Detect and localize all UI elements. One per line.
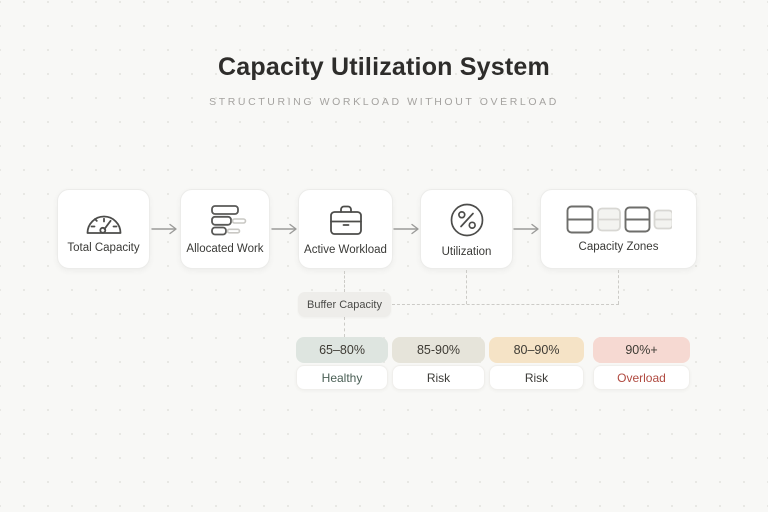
flow-arrow-icon (271, 223, 297, 235)
zone-range: 90%+ (593, 337, 690, 363)
flow-arrow-icon (513, 223, 539, 235)
node-label: Active Workload (304, 244, 387, 256)
briefcase-icon (324, 202, 368, 238)
node-capacity-zones: Capacity Zones (540, 189, 697, 269)
node-label: Allocated Work (186, 242, 264, 255)
stacked-bars-icon (202, 204, 248, 237)
page-subtitle: STRUCTURING WORKLOAD WITHOUT OVERLOAD (209, 96, 559, 108)
node-total-capacity: Total Capacity (57, 189, 150, 269)
zone-range: 65–80% (296, 337, 388, 363)
zone-status: Risk (392, 365, 485, 390)
connector-utilization-drop (466, 270, 467, 304)
zone-status: Overload (593, 365, 690, 390)
connector-horizontal (392, 304, 619, 305)
buffer-capacity-pill: Buffer Capacity (298, 292, 391, 317)
zone-range: 80–90% (489, 337, 584, 363)
zone-status: Healthy (296, 365, 388, 390)
connector-zones-drop (618, 270, 619, 304)
zone-status: Risk (489, 365, 584, 390)
node-utilization: Utilization (420, 189, 513, 269)
gauge-icon (82, 205, 126, 236)
node-allocated-work: Allocated Work (180, 189, 270, 269)
flow-arrow-icon (151, 223, 177, 235)
connector-buffer-to-zone (344, 317, 345, 337)
zones-grid-icon (566, 205, 672, 235)
page-title: Capacity Utilization System (218, 53, 550, 81)
node-label: Capacity Zones (578, 241, 659, 253)
node-label: Total Capacity (67, 241, 140, 254)
connector-active-to-buffer (344, 271, 345, 292)
zone-range: 85-90% (392, 337, 485, 363)
node-active-workload: Active Workload (298, 189, 393, 269)
flow-arrow-icon (393, 223, 419, 235)
node-label: Utilization (441, 246, 492, 258)
percent-circle-icon (447, 200, 487, 240)
